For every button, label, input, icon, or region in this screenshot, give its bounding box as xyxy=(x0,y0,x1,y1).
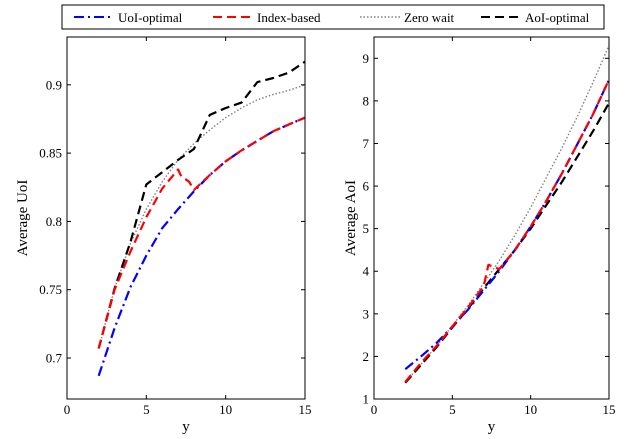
chart-average-uoi-series-index-based xyxy=(97,116,306,349)
chart-average-aoi-y-tick-label: 2 xyxy=(363,349,370,364)
chart-average-uoi-y-tick-label: 0.8 xyxy=(46,214,62,229)
chart-average-aoi-series-index-based xyxy=(404,79,610,383)
chart-average-aoi-x-tick-label: 15 xyxy=(603,402,616,417)
chart-average-aoi-series xyxy=(404,45,610,384)
chart-average-uoi-x-tick-label: 5 xyxy=(143,402,150,417)
chart-average-uoi-x-tick-label: 10 xyxy=(219,402,232,417)
chart-average-aoi-y-tick-label: 3 xyxy=(363,306,370,321)
chart-average-uoi-y-axis-label: Average UoI xyxy=(15,180,31,257)
chart-average-uoi-x-tick-label: 0 xyxy=(64,402,71,417)
chart-average-aoi-y-tick-label: 6 xyxy=(363,179,370,194)
chart-average-uoi-series-zero-wait xyxy=(98,84,306,349)
chart-average-aoi-y-tick-label: 1 xyxy=(363,392,370,407)
legend-label-zero-wait: Zero wait xyxy=(404,10,455,25)
chart-average-uoi-y-tick-label: 0.7 xyxy=(46,351,63,366)
chart-average-uoi-frame xyxy=(66,36,306,400)
chart-average-aoi-frame xyxy=(373,36,610,400)
legend-label-index-based: Index-based xyxy=(257,10,321,25)
chart-average-aoi-x-tick-label: 10 xyxy=(524,402,537,417)
chart-average-aoi: 0 5 10 15 1 2 3 4 5 6 7 8 9 y Average AoI xyxy=(343,36,616,435)
legend-label-aoi-optimal: AoI-optimal xyxy=(525,10,590,25)
legend-label-uoi-optimal: UoI-optimal xyxy=(118,10,183,25)
chart-average-uoi: 0 5 10 15 0.7 0.75 0.8 0.85 0.9 y Average UoI xyxy=(15,36,312,435)
chart-average-aoi-y-tick-label: 9 xyxy=(363,51,370,66)
chart-average-uoi-x-axis-label: y xyxy=(182,419,190,435)
chart-average-aoi-x-tick-label: 0 xyxy=(371,402,378,417)
chart-average-aoi-x-axis-label: y xyxy=(488,419,496,435)
chart-average-uoi-series xyxy=(97,60,306,377)
chart-average-aoi-x-tick-label: 5 xyxy=(449,402,456,417)
chart-average-uoi-y-tick-label: 0.85 xyxy=(39,146,62,161)
chart-average-aoi-y-tick-label: 4 xyxy=(363,264,370,279)
chart-average-uoi-series-uoi-optimal xyxy=(97,116,306,377)
chart-average-aoi-ticks: 0 5 10 15 1 2 3 4 5 6 7 8 9 xyxy=(363,37,616,417)
chart-average-aoi-y-tick-label: 5 xyxy=(363,221,370,236)
legend: UoI-optimal Index-based Zero wait AoI-op… xyxy=(61,4,605,30)
chart-average-uoi-y-tick-label: 0.75 xyxy=(39,282,62,297)
chart-average-aoi-y-axis-label: Average AoI xyxy=(343,180,359,256)
chart-average-aoi-y-tick-label: 7 xyxy=(363,136,370,151)
chart-average-uoi-x-tick-label: 15 xyxy=(299,402,312,417)
chart-average-aoi-y-tick-label: 8 xyxy=(363,93,370,108)
chart-average-uoi-y-tick-label: 0.9 xyxy=(46,77,62,92)
chart-average-aoi-series-zero-wait xyxy=(404,45,610,384)
chart-average-uoi-series-aoi-optimal xyxy=(97,60,306,349)
